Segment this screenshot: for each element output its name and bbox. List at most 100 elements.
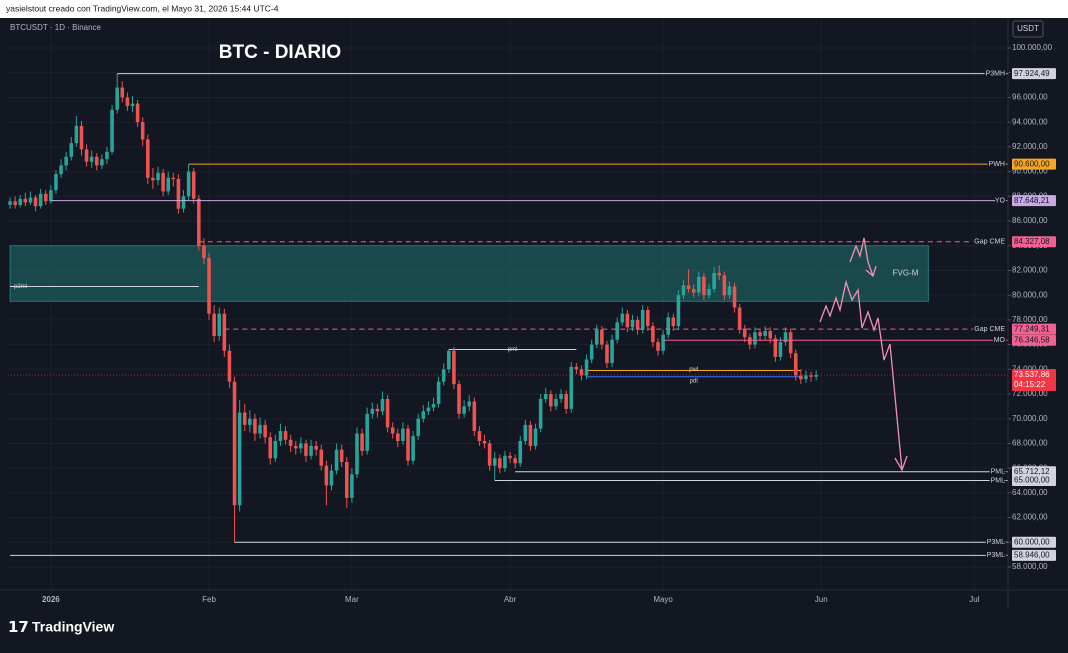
candle-body — [191, 171, 196, 199]
candle-body — [498, 458, 502, 469]
candle-body — [635, 319, 640, 330]
y-tick-label: 86.000,00 — [1012, 216, 1048, 225]
candle-body — [319, 449, 324, 466]
level-name: Gap CME — [974, 239, 1005, 246]
level-name: MO — [994, 337, 1006, 344]
candle-body — [620, 313, 625, 323]
candle-body — [569, 366, 574, 409]
short-level-label: p2ml — [14, 284, 27, 290]
candle-body — [533, 428, 538, 446]
candle-body — [278, 431, 283, 441]
candle-body — [467, 401, 472, 407]
level-price-label: 77.249,31 — [1014, 324, 1050, 333]
candle-body — [125, 97, 130, 107]
y-tick-label: 80.000,00 — [1012, 290, 1048, 299]
candle-body — [18, 198, 23, 205]
candle-body — [753, 332, 757, 345]
candle-body — [742, 328, 747, 338]
fvg-zone — [9, 245, 929, 302]
level-price-box — [1012, 195, 1056, 207]
candle-body — [69, 143, 74, 157]
header-text: yasielstout creado con TradingView.com, … — [6, 3, 279, 13]
candle-body — [186, 171, 191, 197]
candle-body — [135, 103, 140, 123]
candle-body — [686, 285, 691, 289]
candle-body — [314, 445, 318, 450]
level-name: Gap CME — [974, 326, 1005, 333]
y-tick-label: 62.000,00 — [1012, 513, 1048, 522]
drawing-arrows — [819, 237, 908, 472]
candle-body — [115, 87, 119, 110]
candle-body — [360, 433, 364, 451]
candle-body — [697, 276, 701, 293]
candle-body — [574, 366, 579, 370]
candle-body — [299, 443, 303, 449]
level-price-box — [1012, 466, 1056, 478]
candle-body — [207, 258, 211, 314]
x-tick-label: Abr — [504, 595, 517, 604]
countdown: 04:15:22 — [1014, 380, 1046, 389]
candle-body — [416, 418, 420, 437]
logo-mark: 𝟭𝟳 — [8, 619, 29, 636]
candle-body — [462, 406, 466, 414]
candle-body — [242, 412, 247, 425]
candle-body — [477, 431, 482, 441]
candle-body — [651, 326, 655, 343]
candle-body — [293, 445, 298, 449]
candle-body — [248, 418, 252, 425]
candle-body — [8, 201, 12, 205]
level-name: YO — [995, 198, 1006, 205]
candle-body — [181, 196, 186, 209]
candle-body — [13, 201, 17, 205]
candle-body — [406, 428, 410, 461]
candle-body — [788, 332, 793, 354]
candle-body — [549, 394, 553, 407]
candle-body — [472, 401, 477, 432]
y-tick-label: 94.000,00 — [1012, 117, 1048, 126]
candle-body — [528, 424, 533, 446]
candle-body — [737, 307, 742, 329]
candle-body — [804, 375, 808, 380]
currency-box — [1012, 20, 1044, 38]
candle-body — [84, 149, 89, 162]
candle-body — [421, 411, 426, 419]
level-price-label: 84.327,08 — [1014, 237, 1050, 246]
candle-body — [615, 322, 619, 340]
level-name: PWH — [989, 161, 1005, 168]
symbol: BTCUSDT · 1D · Binance — [10, 23, 102, 32]
candle-body — [365, 413, 369, 451]
candle-body — [513, 458, 517, 464]
level-price-label: 65.712,12 — [1014, 467, 1050, 476]
candle-body — [222, 313, 227, 351]
projection-arrow — [819, 279, 903, 471]
candle-body — [447, 350, 451, 370]
candle-body — [283, 431, 288, 440]
candle-body — [33, 197, 38, 207]
candle-body — [594, 329, 599, 345]
candle-body — [120, 87, 125, 98]
candle-body — [411, 436, 415, 461]
arrow-head — [894, 455, 908, 472]
candle-body — [717, 272, 722, 276]
candle-body — [339, 449, 344, 462]
candle-body — [778, 342, 783, 357]
level-price-label: 97.924,49 — [1014, 69, 1050, 78]
level-name: P3ML — [987, 552, 1005, 559]
candle-body — [543, 394, 548, 399]
y-tick-label: 92.000,00 — [1012, 142, 1048, 151]
candle-body — [584, 359, 589, 376]
candle-body — [523, 424, 528, 441]
current-price-label: 73.537,86 — [1014, 370, 1050, 379]
candle-body — [793, 353, 798, 376]
candle-body — [646, 309, 650, 327]
candle-body — [758, 332, 762, 336]
candle-body — [666, 317, 670, 335]
y-tick-label: 82.000,00 — [1012, 266, 1048, 275]
candle-body — [681, 285, 686, 296]
candle-body — [431, 403, 436, 408]
candle-body — [508, 455, 512, 459]
candle-body — [554, 398, 558, 407]
candle-body — [518, 440, 523, 464]
x-tick-label: Jun — [815, 595, 828, 604]
candle-body — [492, 458, 497, 466]
